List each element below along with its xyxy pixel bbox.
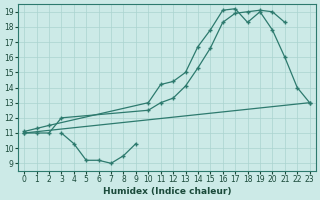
- X-axis label: Humidex (Indice chaleur): Humidex (Indice chaleur): [103, 187, 231, 196]
